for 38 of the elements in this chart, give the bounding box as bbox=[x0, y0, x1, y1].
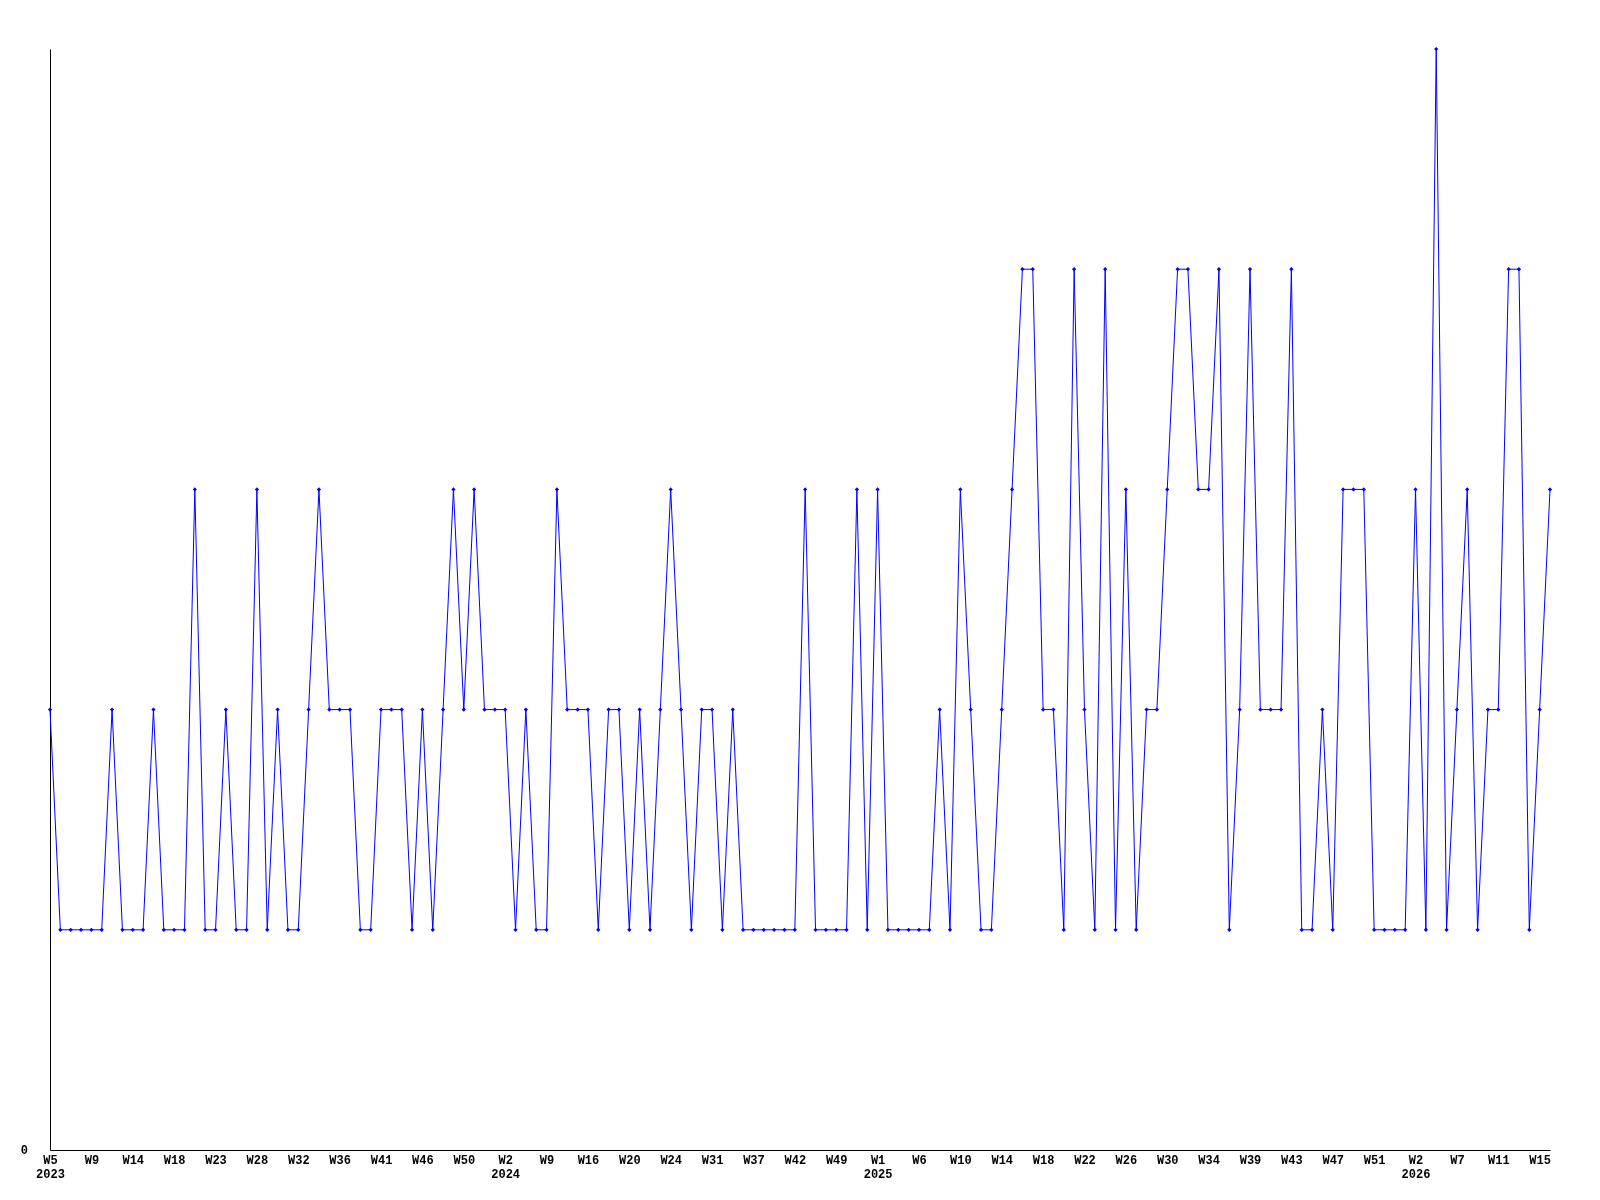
x-tick-label: W22 bbox=[1074, 1153, 1096, 1168]
x-tick-label: W34 bbox=[1198, 1153, 1220, 1168]
x-tick-label: W50 bbox=[453, 1153, 476, 1168]
x-tick-label: W24 bbox=[660, 1153, 682, 1168]
x-tick-label: W1 2025 bbox=[863, 1153, 893, 1182]
x-tick-label: W46 bbox=[412, 1153, 434, 1168]
x-tick-label: W9 bbox=[539, 1153, 555, 1168]
x-tick-label: W14 bbox=[991, 1153, 1014, 1168]
x-tick-label: W16 bbox=[577, 1153, 600, 1168]
x-tick-label: W32 bbox=[287, 1153, 310, 1168]
x-tick-label: W20 bbox=[619, 1153, 641, 1168]
x-tick-label: W2 2026 bbox=[1401, 1153, 1431, 1182]
x-tick-label: W7 bbox=[1450, 1153, 1465, 1168]
x-tick-label: W11 bbox=[1487, 1153, 1510, 1168]
x-tick-label: W23 bbox=[205, 1153, 227, 1168]
x-tick-label: W28 bbox=[246, 1153, 269, 1168]
x-tick-label: W39 bbox=[1239, 1153, 1262, 1168]
x-tick-label: W43 bbox=[1281, 1153, 1303, 1168]
x-tick-label: W49 bbox=[825, 1153, 848, 1168]
x-tick-label: W2 2024 bbox=[491, 1153, 521, 1182]
x-tick-label: W41 bbox=[370, 1153, 393, 1168]
x-tick-label: W51 bbox=[1363, 1153, 1386, 1168]
x-tick-label: W26 bbox=[1115, 1153, 1138, 1168]
x-tick-label: W10 bbox=[950, 1153, 972, 1168]
x-tick-label: W31 bbox=[701, 1153, 724, 1168]
x-tick-label: W36 bbox=[329, 1153, 351, 1168]
x-tick-label: W14 bbox=[122, 1153, 145, 1168]
x-tick-label: W9 bbox=[84, 1153, 100, 1168]
x-tick-label: W37 bbox=[743, 1153, 765, 1168]
text: 0 bbox=[20, 1144, 28, 1158]
x-tick-label: W6 bbox=[912, 1153, 927, 1168]
x-tick-label: W30 bbox=[1156, 1153, 1179, 1168]
x-tick-label: W5 2023 bbox=[36, 1153, 65, 1182]
x-tick-label: W18 bbox=[1032, 1153, 1055, 1168]
x-tick-label: W15 bbox=[1529, 1153, 1551, 1168]
x-tick-label: W42 bbox=[784, 1153, 807, 1168]
x-tick-label: W18 bbox=[163, 1153, 186, 1168]
x-tick-label: W47 bbox=[1322, 1153, 1345, 1168]
